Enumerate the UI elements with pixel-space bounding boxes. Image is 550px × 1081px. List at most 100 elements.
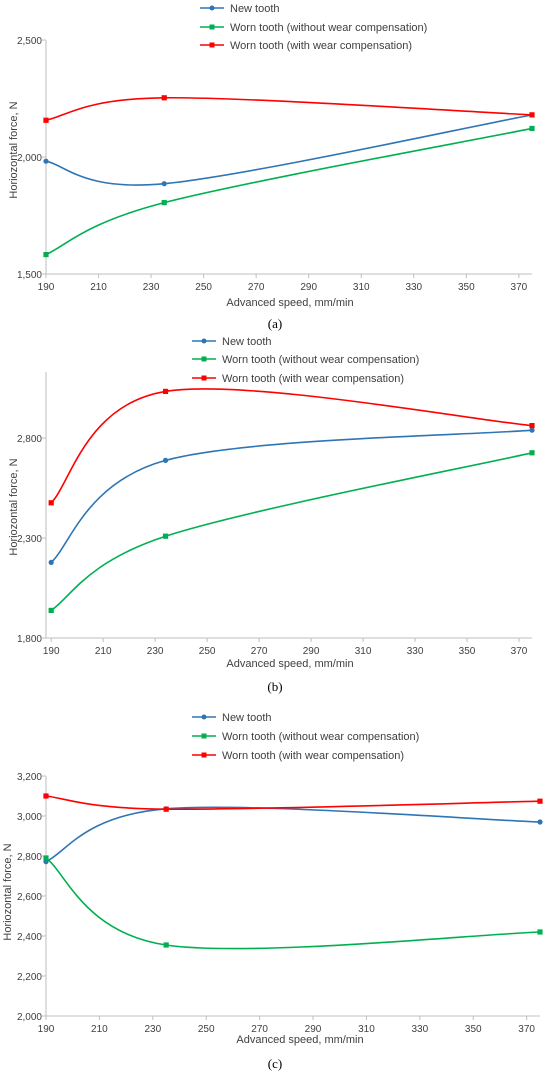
y-axis-label: Horiozontal force, N [8, 101, 20, 198]
data-point [537, 819, 543, 825]
x-tick-label: 310 [355, 646, 372, 657]
x-tick-label: 370 [511, 282, 528, 293]
x-axis-label: Advanced speed, mm/min [236, 1034, 363, 1046]
x-tick-label: 230 [144, 1024, 161, 1035]
legend-item-series-2: Worn tooth (with wear compensation) [192, 373, 404, 385]
x-tick-label: 230 [143, 282, 160, 293]
x-tick-label: 370 [518, 1024, 535, 1035]
y-tick-label: 2,200 [17, 972, 42, 983]
x-tick-label: 210 [90, 282, 107, 293]
chart-b: New tooth Worn tooth (without wear compe… [8, 336, 535, 694]
series-line [50, 388, 533, 504]
legend-label: Worn tooth (without wear compensation) [230, 22, 427, 34]
x-tick-label: 310 [353, 282, 370, 293]
x-tick-label: 350 [459, 646, 476, 657]
series-line [45, 806, 541, 863]
series-0 [48, 427, 535, 566]
chart-c: New tooth Worn tooth (without wear compe… [2, 712, 543, 1071]
x-tick-label: 350 [458, 282, 475, 293]
legend-chart-c: New tooth Worn tooth (without wear compe… [192, 712, 419, 762]
axes: 190 210 230 250 270 290 310 330 350 370 1,500 2,000… [17, 36, 532, 293]
y-tick-label: 2,500 [17, 36, 42, 47]
data-point [48, 500, 54, 506]
series-2 [43, 793, 543, 812]
x-tick-label: 350 [465, 1024, 482, 1035]
x-tick-label: 290 [305, 1024, 322, 1035]
legend-item-series-1: Worn tooth (without wear compensation) [192, 354, 419, 366]
data-point [163, 806, 169, 812]
x-tick-label: 310 [358, 1024, 375, 1035]
series-1 [43, 125, 535, 258]
x-tick-label: 270 [248, 282, 265, 293]
chart-a: New tooth Worn tooth (without wear compe… [8, 3, 535, 331]
series-line [45, 795, 541, 811]
legend-label: New tooth [222, 712, 272, 724]
data-point [43, 158, 49, 164]
data-point [161, 95, 167, 101]
x-tick-label: 250 [199, 646, 216, 657]
x-tick-label: 330 [411, 1024, 428, 1035]
data-point [48, 559, 54, 566]
x-tick-label: 370 [511, 646, 528, 657]
axes: 190 210 230 250 270 290 310 330 350 370 2,000 2,200… [17, 772, 540, 1035]
y-tick-label: 3,200 [17, 772, 42, 783]
x-tick-label: 250 [198, 1024, 215, 1035]
legend-label: Worn tooth (without wear compensation) [222, 731, 419, 743]
y-axis-label: Horiozontal force, N [8, 458, 20, 555]
legend-chart-b: New tooth Worn tooth (without wear compe… [192, 336, 419, 385]
data-point [163, 942, 169, 948]
y-axis-label: Horiozontal force, N [2, 843, 14, 940]
data-point [43, 855, 49, 861]
data-point [161, 200, 167, 206]
x-tick-label: 210 [91, 1024, 108, 1035]
y-tick-label: 2,300 [17, 534, 42, 545]
x-tick-label: 210 [95, 646, 112, 657]
legend-item-series-2: Worn tooth (with wear compensation) [200, 40, 412, 52]
legend-label: Worn tooth (with wear compensation) [230, 40, 412, 52]
data-point [162, 388, 169, 394]
y-tick-label: 2,600 [17, 892, 42, 903]
x-tick-label: 190 [43, 646, 60, 657]
data-point [48, 607, 54, 613]
data-point [529, 427, 535, 433]
series-line [50, 429, 533, 563]
x-tick-label: 330 [405, 282, 422, 293]
data-point [161, 181, 167, 187]
x-tick-label: 290 [303, 646, 320, 657]
data-point [43, 251, 49, 258]
y-tick-label: 2,400 [17, 932, 42, 943]
series-line [50, 452, 533, 612]
data-point [43, 117, 49, 123]
y-tick-label: 2,000 [17, 1012, 42, 1023]
panel-caption: (c) [268, 1056, 282, 1071]
legend-item-series-0: New tooth [192, 336, 272, 348]
data-point [43, 793, 49, 799]
data-point [537, 929, 543, 935]
legend-label: New tooth [222, 336, 272, 348]
legend-label: Worn tooth (without wear compensation) [222, 354, 419, 366]
x-axis-label: Advanced speed, mm/min [226, 297, 353, 309]
legend-item-series-0: New tooth [200, 3, 280, 15]
x-tick-label: 190 [38, 282, 55, 293]
y-tick-label: 1,800 [17, 634, 42, 645]
legend-label: New tooth [230, 3, 280, 15]
series-line [45, 114, 533, 186]
y-tick-label: 1,500 [17, 270, 42, 281]
legend-item-series-1: Worn tooth (without wear compensation) [200, 22, 427, 34]
legend-item-series-2: Worn tooth (with wear compensation) [192, 750, 404, 762]
x-tick-label: 250 [195, 282, 212, 293]
y-tick-label: 3,000 [17, 812, 42, 823]
legend-item-series-0: New tooth [192, 712, 272, 724]
series-2 [48, 388, 535, 506]
data-point [529, 112, 535, 118]
series-1 [48, 450, 535, 613]
panel-caption: (a) [268, 316, 282, 331]
legend-label: Worn tooth (with wear compensation) [222, 750, 404, 762]
data-point [162, 457, 169, 463]
y-tick-label: 2,800 [17, 434, 42, 445]
legend-item-series-1: Worn tooth (without wear compensation) [192, 731, 419, 743]
legend-label: Worn tooth (with wear compensation) [222, 373, 404, 385]
data-point [162, 533, 169, 539]
x-tick-label: 230 [147, 646, 164, 657]
series-1 [43, 855, 543, 950]
